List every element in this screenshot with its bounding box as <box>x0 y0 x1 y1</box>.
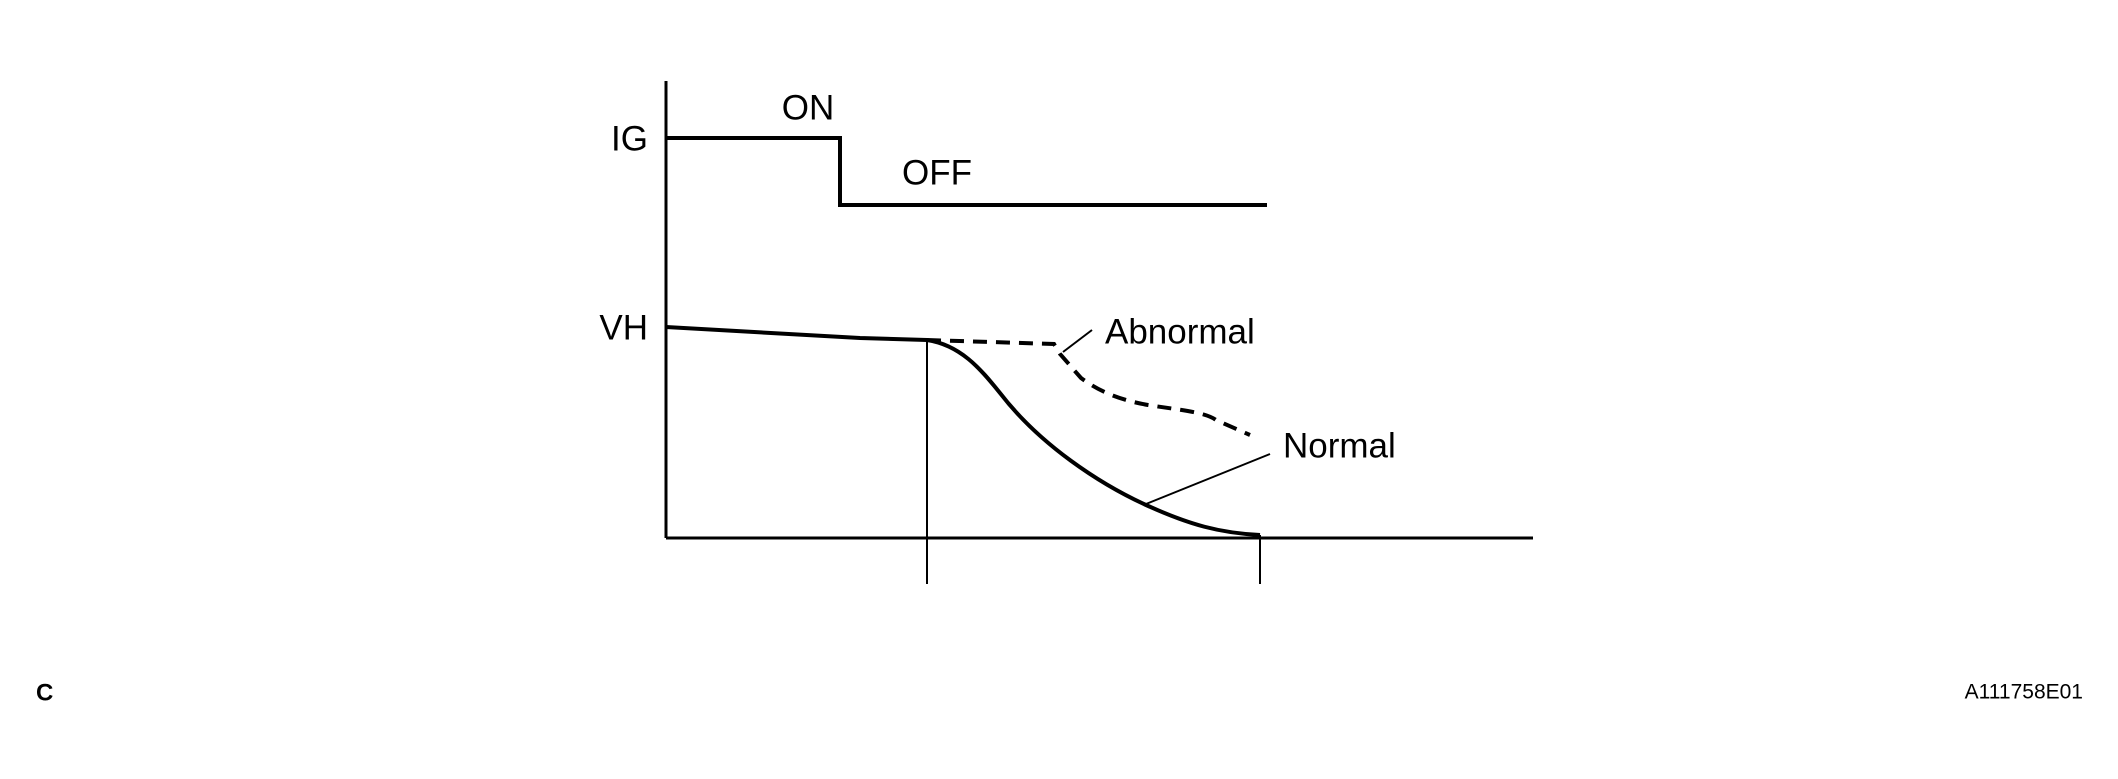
ig-signal <box>666 136 1267 207</box>
normal-label: Normal <box>1283 426 1396 465</box>
ig-label: IG <box>611 119 648 158</box>
leader-line <box>1062 329 1093 353</box>
vh-label: VH <box>599 308 648 347</box>
leader-line <box>1145 453 1271 505</box>
vh-abnormal-curve <box>926 338 1251 437</box>
abnormal-label: Abnormal <box>1105 312 1255 351</box>
on-label: ON <box>782 88 835 127</box>
off-label: OFF <box>902 153 972 192</box>
figure-letter: C <box>36 679 53 706</box>
figure-code: A111758E01 <box>1965 681 2083 704</box>
vh-normal-curve <box>665 325 1261 537</box>
